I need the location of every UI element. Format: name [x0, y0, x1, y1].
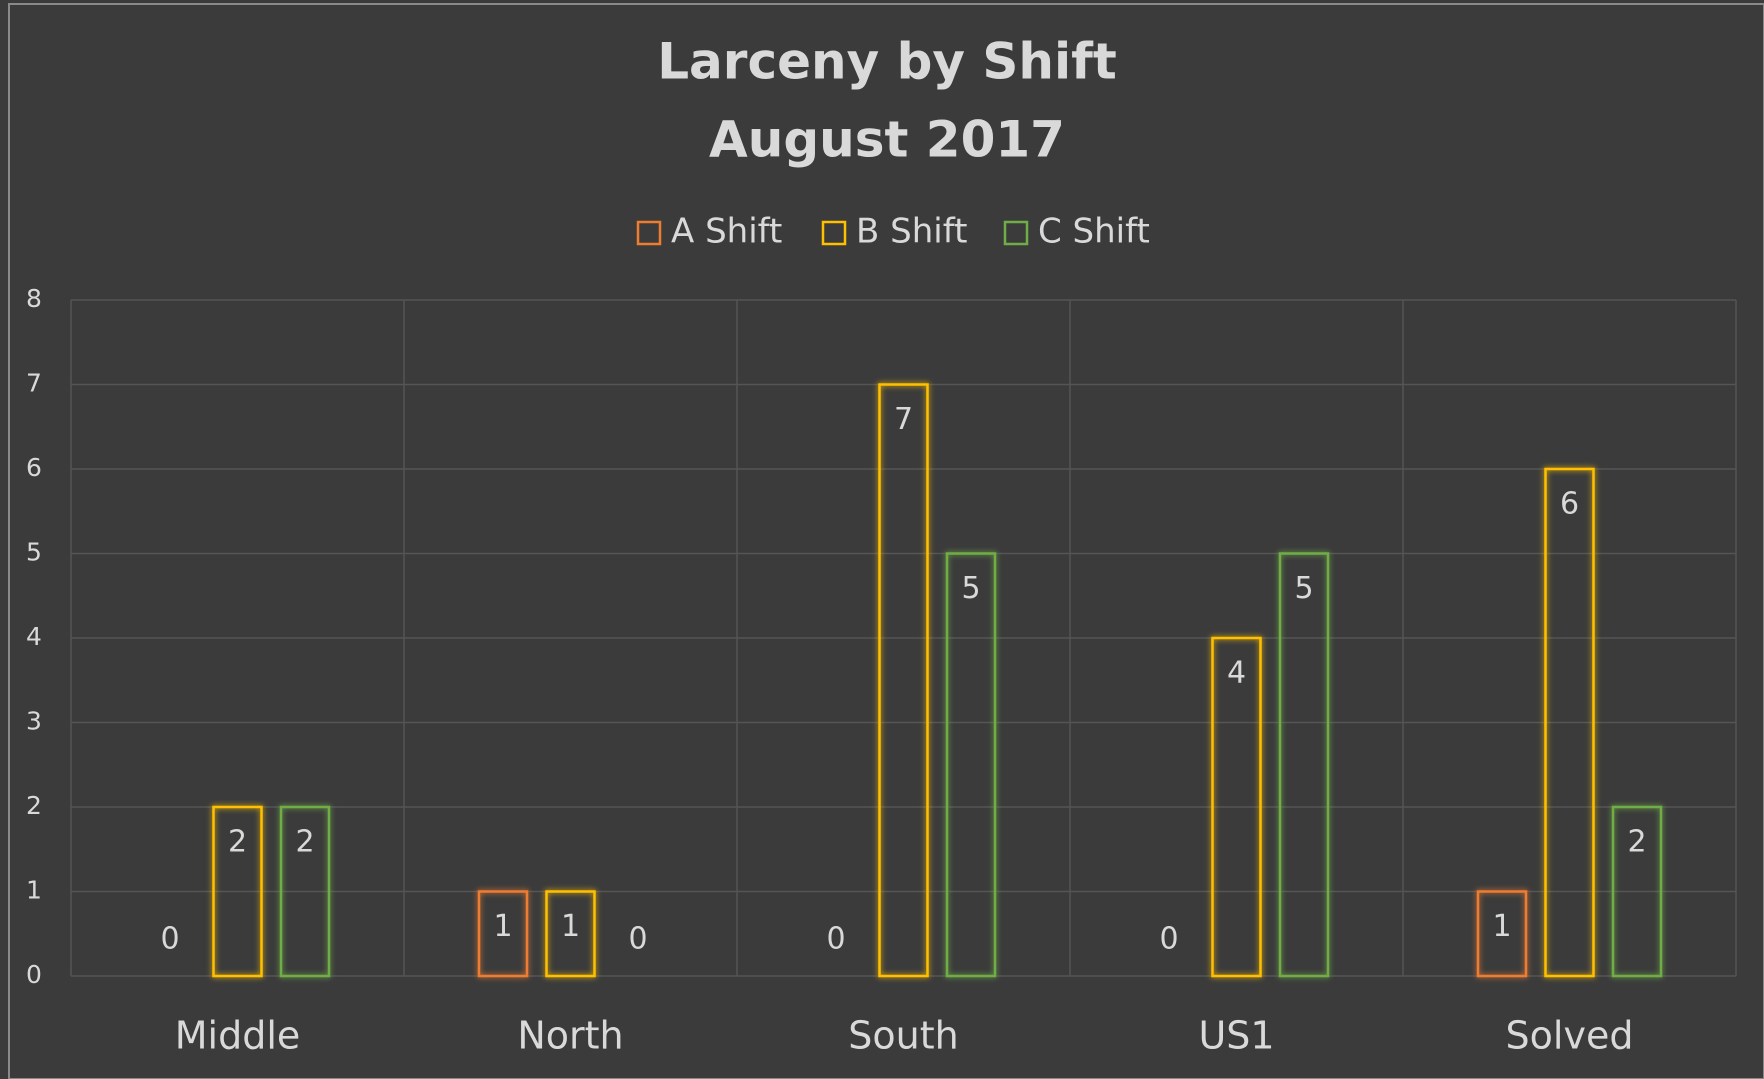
legend-label: B Shift	[856, 212, 967, 252]
bar	[477, 890, 529, 978]
x-tick-label: South	[848, 1014, 958, 1058]
legend-label: A Shift	[671, 212, 782, 252]
data-label: 0	[826, 922, 845, 957]
data-label: 1	[561, 909, 580, 944]
y-tick-label: 7	[26, 369, 42, 398]
data-label: 0	[1159, 922, 1178, 957]
data-label: 2	[1627, 825, 1646, 860]
bar	[1278, 552, 1330, 978]
x-tick-label: North	[517, 1014, 623, 1058]
y-tick-label: 5	[26, 538, 42, 567]
bar	[545, 890, 596, 978]
data-label: 5	[1294, 571, 1313, 606]
y-tick-label: 4	[26, 622, 42, 651]
data-label: 0	[160, 922, 179, 957]
data-label: 6	[1560, 487, 1579, 522]
bar	[1211, 636, 1262, 978]
x-tick-label: Middle	[175, 1014, 301, 1058]
legend-swatch	[821, 220, 847, 246]
legend-swatch	[1003, 220, 1029, 246]
bar	[945, 552, 997, 978]
data-label: 2	[295, 825, 314, 860]
data-label: 5	[961, 571, 980, 606]
y-tick-label: 1	[26, 876, 42, 905]
bar	[212, 805, 263, 978]
bar	[1611, 805, 1663, 978]
data-label: 2	[228, 825, 247, 860]
legend-label: C Shift	[1038, 212, 1150, 252]
y-tick-label: 3	[26, 707, 42, 736]
y-tick-label: 0	[26, 960, 42, 989]
bar	[1544, 467, 1595, 978]
data-label: 4	[1227, 656, 1246, 691]
bar	[878, 383, 929, 978]
legend-swatch	[636, 220, 662, 246]
chart-background	[8, 3, 1764, 1079]
data-label: 1	[493, 909, 512, 944]
y-tick-label: 2	[26, 791, 42, 820]
y-tick-label: 8	[26, 284, 42, 313]
chart-subtitle: August 2017	[709, 111, 1065, 169]
y-tick-label: 6	[26, 453, 42, 482]
chart-title: Larceny by Shift	[657, 33, 1117, 91]
x-tick-label: Solved	[1506, 1014, 1634, 1058]
bar	[1476, 890, 1528, 978]
data-label: 0	[628, 922, 647, 957]
data-label: 7	[894, 402, 913, 437]
x-tick-label: US1	[1198, 1014, 1274, 1058]
bar	[279, 805, 331, 978]
data-label: 1	[1492, 909, 1511, 944]
